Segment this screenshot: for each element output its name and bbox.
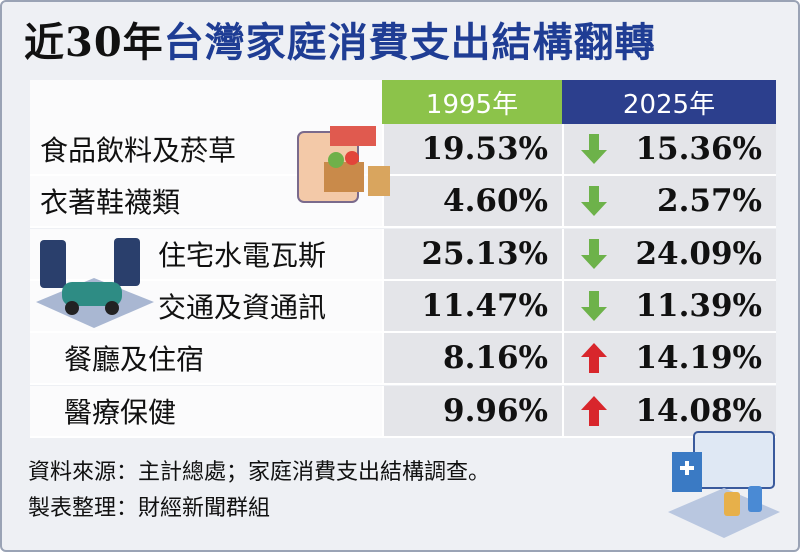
trend-arrow	[581, 290, 607, 321]
header-blank	[30, 80, 382, 124]
title: 近30年台灣家庭消費支出結構翻轉	[24, 10, 656, 68]
value-1995: 25.13%	[382, 228, 562, 281]
row-label: 餐廳及住宿	[30, 333, 382, 386]
arrow-shape	[581, 395, 607, 426]
value-1995: 9.96%	[382, 385, 562, 438]
arrow-shape	[581, 290, 607, 321]
column-header: 2025年	[562, 80, 776, 124]
arrow-shape	[581, 186, 607, 217]
medical-icon	[668, 431, 780, 538]
value-2025: 14.19%	[635, 340, 762, 377]
trend-arrow	[581, 134, 607, 164]
value-1995: 11.47%	[382, 280, 562, 333]
value-2025: 14.08%	[635, 392, 762, 429]
source-note: 資料來源：主計總處；家庭消費支出結構調查。	[28, 460, 491, 485]
row-label: 醫療保健	[30, 385, 382, 438]
value-2025-cell: 11.39%	[562, 280, 776, 333]
value-2025-cell: 2.57%	[562, 176, 776, 229]
value-2025-cell: 24.09%	[562, 228, 776, 281]
value-1995: 4.60%	[382, 176, 562, 229]
arrow-shape	[581, 343, 607, 374]
arrow-shape	[581, 134, 607, 164]
value-1995: 19.53%	[382, 124, 562, 176]
trend-arrow	[581, 343, 607, 374]
value-1995: 8.16%	[382, 333, 562, 386]
trend-arrow	[581, 186, 607, 217]
title-main: 台灣家庭消費支出結構翻轉	[163, 19, 656, 66]
value-2025: 24.09%	[635, 235, 762, 272]
value-2025-cell: 14.19%	[562, 333, 776, 386]
value-2025: 15.36%	[635, 131, 762, 167]
car-icon	[36, 238, 154, 328]
trend-arrow	[581, 395, 607, 426]
trend-arrow	[581, 238, 607, 269]
value-2025-cell: 14.08%	[562, 385, 776, 438]
credit-note: 製表整理：財經新聞群組	[28, 496, 271, 521]
shop-icon	[297, 126, 390, 203]
arrow-shape	[581, 238, 607, 269]
title-prefix: 近30年	[24, 19, 164, 66]
value-2025-cell: 15.36%	[562, 124, 776, 176]
column-header: 1995年	[382, 80, 562, 124]
value-2025: 2.57%	[657, 183, 762, 220]
row-label: 住宅水電瓦斯	[30, 228, 382, 281]
value-2025: 11.39%	[635, 287, 762, 324]
